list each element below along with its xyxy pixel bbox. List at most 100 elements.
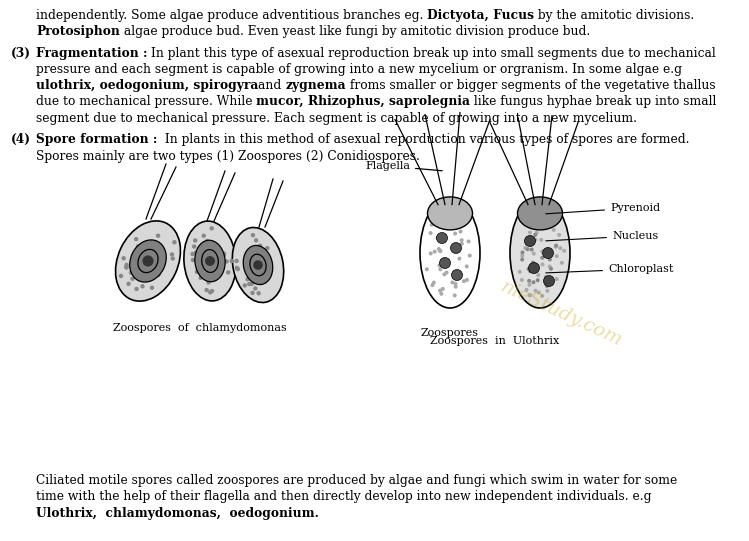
Circle shape <box>172 257 175 260</box>
Circle shape <box>215 261 218 263</box>
Circle shape <box>131 277 134 280</box>
Circle shape <box>443 273 446 276</box>
Circle shape <box>257 292 260 295</box>
Text: (4): (4) <box>11 134 31 147</box>
Circle shape <box>206 257 214 265</box>
Text: Zoospores: Zoospores <box>421 328 479 338</box>
Circle shape <box>454 212 456 215</box>
Circle shape <box>439 249 441 252</box>
Ellipse shape <box>130 240 166 282</box>
Circle shape <box>548 258 551 261</box>
Circle shape <box>550 267 552 270</box>
Circle shape <box>521 254 524 257</box>
Circle shape <box>142 243 145 246</box>
Text: Protosiphon: Protosiphon <box>36 25 120 38</box>
Circle shape <box>264 260 267 262</box>
Circle shape <box>546 289 549 292</box>
Circle shape <box>214 258 217 260</box>
Circle shape <box>437 233 447 243</box>
Circle shape <box>534 234 536 236</box>
Circle shape <box>546 279 548 282</box>
Circle shape <box>452 269 462 280</box>
Ellipse shape <box>115 221 181 301</box>
Text: Zoospores  of  chlamydomonas: Zoospores of chlamydomonas <box>113 323 287 333</box>
Circle shape <box>130 271 133 274</box>
Circle shape <box>529 231 531 234</box>
Circle shape <box>136 245 139 248</box>
Circle shape <box>540 239 542 241</box>
Circle shape <box>122 257 125 260</box>
Text: mucor, Rhizophus, saprolegnia: mucor, Rhizophus, saprolegnia <box>256 96 470 109</box>
Text: Ciliated motile spores called zoospores are produced by algae and fungi which sw: Ciliated motile spores called zoospores … <box>36 474 677 487</box>
Circle shape <box>536 279 539 281</box>
Circle shape <box>125 266 128 269</box>
Circle shape <box>252 234 255 236</box>
Circle shape <box>556 278 558 280</box>
Text: zygnema: zygnema <box>285 80 346 93</box>
Circle shape <box>536 232 538 234</box>
Circle shape <box>125 263 128 266</box>
Circle shape <box>230 260 233 262</box>
Text: ulothrix, oedogonium, spirogyra: ulothrix, oedogonium, spirogyra <box>36 80 258 93</box>
Circle shape <box>455 286 457 288</box>
Circle shape <box>432 281 435 284</box>
Circle shape <box>199 276 202 279</box>
Circle shape <box>212 265 215 268</box>
Circle shape <box>453 294 456 296</box>
Circle shape <box>194 239 197 242</box>
Circle shape <box>461 242 463 245</box>
Circle shape <box>524 235 536 247</box>
Circle shape <box>533 252 535 255</box>
Text: Zoospores  in  Ulothrix: Zoospores in Ulothrix <box>431 336 560 346</box>
Circle shape <box>192 245 195 248</box>
Circle shape <box>210 227 213 230</box>
Text: froms smaller or bigger segments of the vegetative thallus: froms smaller or bigger segments of the … <box>346 80 716 93</box>
Circle shape <box>246 278 249 281</box>
Circle shape <box>151 245 154 247</box>
Circle shape <box>521 251 524 254</box>
Circle shape <box>263 279 266 282</box>
Text: Dictyota, Fucus: Dictyota, Fucus <box>427 9 534 22</box>
Circle shape <box>210 264 213 267</box>
Circle shape <box>525 288 528 291</box>
Circle shape <box>225 260 228 263</box>
Circle shape <box>461 239 463 241</box>
Text: nieStudy.com: nieStudy.com <box>498 278 625 350</box>
Circle shape <box>251 292 254 294</box>
Text: by the amitotic divisions.: by the amitotic divisions. <box>534 9 694 22</box>
Circle shape <box>542 263 544 266</box>
Circle shape <box>538 291 540 294</box>
Circle shape <box>529 262 539 274</box>
Circle shape <box>528 294 531 296</box>
Circle shape <box>195 270 198 273</box>
Circle shape <box>155 259 158 261</box>
Circle shape <box>545 276 547 278</box>
Text: Fragmentation :: Fragmentation : <box>36 47 148 60</box>
Circle shape <box>550 222 553 224</box>
Circle shape <box>465 265 468 268</box>
Circle shape <box>210 289 213 293</box>
Circle shape <box>250 282 253 285</box>
Circle shape <box>151 286 154 289</box>
Circle shape <box>141 285 144 288</box>
Circle shape <box>439 289 441 292</box>
Ellipse shape <box>510 198 570 308</box>
Circle shape <box>252 266 255 269</box>
Circle shape <box>528 222 531 225</box>
Circle shape <box>518 270 521 273</box>
Circle shape <box>559 247 562 249</box>
Circle shape <box>425 268 428 270</box>
Circle shape <box>255 239 258 242</box>
Circle shape <box>266 247 269 249</box>
Ellipse shape <box>243 246 273 285</box>
Circle shape <box>171 253 174 256</box>
Text: Nucleus: Nucleus <box>546 231 658 241</box>
Circle shape <box>521 279 523 281</box>
Ellipse shape <box>518 197 562 230</box>
Circle shape <box>439 268 442 270</box>
Circle shape <box>141 256 144 260</box>
Text: time with the help of their flagella and then directly develop into new independ: time with the help of their flagella and… <box>36 491 652 504</box>
Circle shape <box>466 279 468 281</box>
Circle shape <box>548 253 550 255</box>
Circle shape <box>541 250 544 253</box>
